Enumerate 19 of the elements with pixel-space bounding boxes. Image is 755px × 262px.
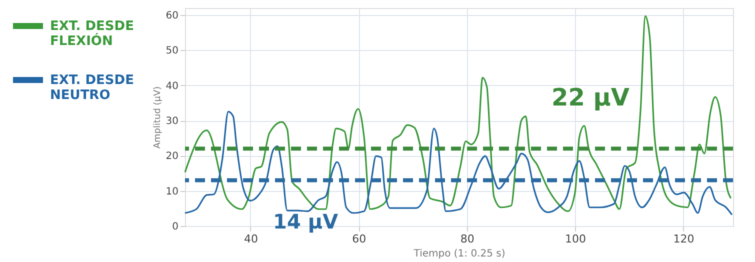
x-tick-label: 40 <box>244 232 258 246</box>
y-tick-label: 10 <box>166 186 178 198</box>
y-tick-label: 30 <box>166 116 178 128</box>
legend-label: EXT. DESDE NEUTRO <box>50 73 134 103</box>
ref-line-label: 22 µV <box>552 84 630 112</box>
x-tick-label: 80 <box>460 232 474 246</box>
x-tick-label: 120 <box>673 232 694 246</box>
x-tick-label: 100 <box>565 232 586 246</box>
y-tick-label: 20 <box>166 151 178 162</box>
ref-line-label: 14 µV <box>273 209 339 234</box>
x-axis-title: Tiempo (1: 0.25 s) <box>412 248 506 260</box>
y-tick-label: 0 <box>172 222 178 232</box>
x-tick-label: 60 <box>352 232 366 246</box>
line-series <box>184 15 732 212</box>
y-tick-label: 40 <box>166 80 178 92</box>
legend-label: EXT. DESDE FLEXIÓN <box>50 19 134 49</box>
y-axis-title: Amplitud (µV) <box>152 86 163 149</box>
y-tick-label: 60 <box>166 10 178 22</box>
y-tick-label: 50 <box>166 46 178 57</box>
